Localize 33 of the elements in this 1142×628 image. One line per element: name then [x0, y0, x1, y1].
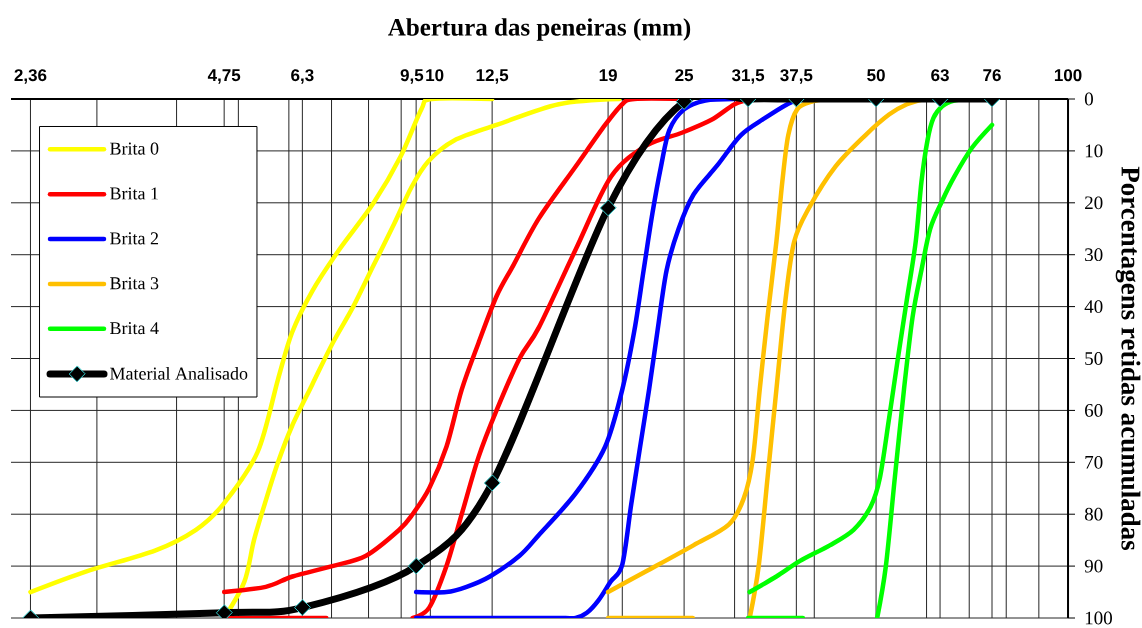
- y-tick-label: 40: [1084, 300, 1103, 314]
- y-tick-label: 20: [1085, 196, 1103, 210]
- x-tick-label: 6,3: [291, 69, 314, 84]
- x-tick-label: 9,5: [400, 69, 424, 84]
- y-tick-label: 60: [1085, 403, 1103, 417]
- x-tick-label: 37,5: [780, 69, 813, 84]
- legend-label: Brita 0: [110, 142, 159, 155]
- legend-label: Brita 4: [110, 322, 159, 335]
- x-tick-label: 31,5: [731, 69, 765, 84]
- x-tick-label: 63: [931, 69, 949, 82]
- y-tick-label: 70: [1085, 455, 1103, 469]
- legend-label: Brita 2: [110, 232, 159, 245]
- x-tick-label: 19: [599, 69, 617, 82]
- x-tick-label: 76: [983, 69, 1001, 82]
- y-axis-title: Porcentagens retidas acumuladas: [1115, 166, 1141, 551]
- y-tick-label: 90: [1084, 559, 1103, 573]
- legend-label: Brita 3: [110, 277, 159, 290]
- y-tick-label: 10: [1085, 144, 1103, 158]
- y-tick-label: 0: [1084, 92, 1093, 106]
- x-tick-label: 12,5: [476, 69, 509, 84]
- x-tick-label: 2,36: [14, 69, 47, 84]
- legend-label: Material Analisado: [110, 367, 248, 380]
- x-axis-title: Abertura das peneiras (mm): [388, 18, 691, 41]
- x-tick-label: 4,75: [207, 69, 241, 84]
- y-tick-label: 30: [1085, 248, 1103, 262]
- x-tick-label: 10: [426, 69, 444, 82]
- x-tick-label: 50: [867, 69, 885, 82]
- y-tick-label: 50: [1085, 352, 1103, 365]
- y-tick-label: 100: [1085, 611, 1112, 625]
- legend-label: Brita 1: [110, 187, 158, 200]
- x-tick-label: 100: [1054, 69, 1082, 82]
- x-tick-label: 25: [675, 69, 694, 82]
- y-tick-label: 80: [1084, 507, 1103, 521]
